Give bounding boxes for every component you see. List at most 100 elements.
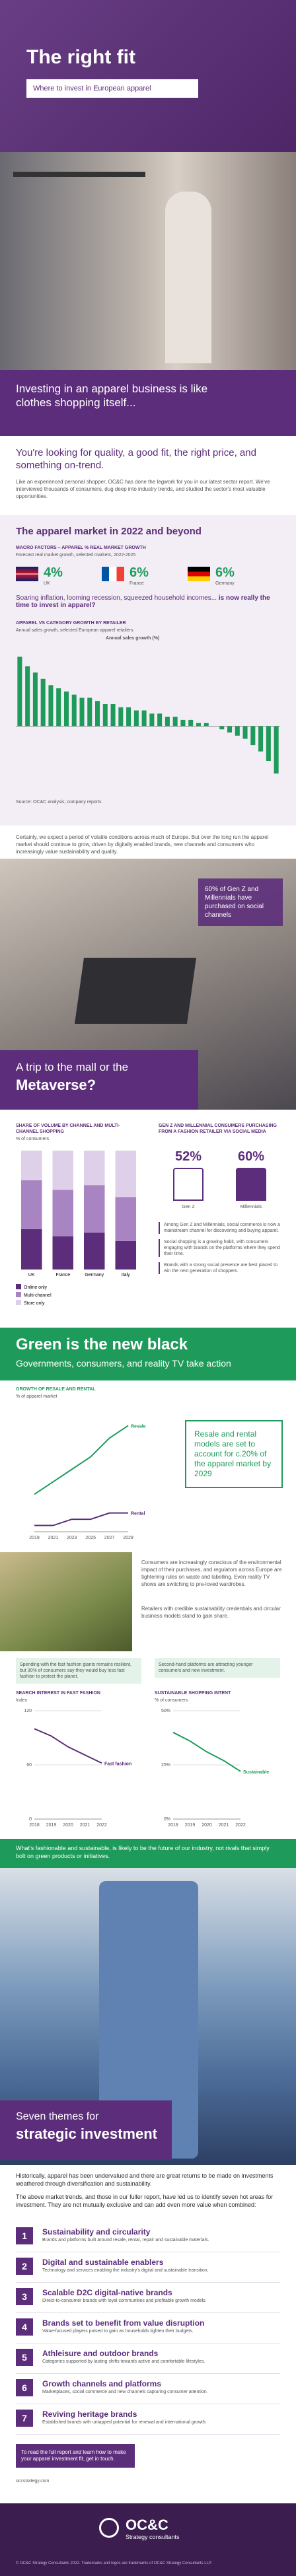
y-tick-label: 120 (24, 1709, 32, 1713)
x-label: 2018 (29, 1823, 40, 1828)
y-tick-label: 60 (26, 1763, 32, 1768)
bar (157, 713, 163, 727)
subtitle: Where to invest in European apparel (26, 79, 198, 98)
theme-number: 1 (16, 2227, 33, 2244)
question: Soaring inflation, looming recession, sq… (16, 594, 280, 609)
title: The right fit (26, 46, 135, 68)
chart-a: 0 60 120 2018 2019 2020 2021 2022 Fast fashion (24, 1709, 131, 1828)
channel-title: SHARE OF VOLUME BY CHANNEL AND MULTI-CHA… (16, 1124, 120, 1134)
chart-legend: Annual sales growth (%) (106, 636, 160, 641)
chart-b-title: SUSTAINABLE SHOPPING INTENT (155, 1691, 231, 1696)
legend-swatch (16, 1292, 21, 1297)
series-label: Fast fashion (104, 1762, 131, 1766)
pattern (0, 0, 296, 152)
bar (196, 723, 201, 727)
green-band: Green is the new black Governments, cons… (0, 1328, 296, 1380)
bar (149, 713, 155, 727)
theme-number: 4 (16, 2318, 33, 2336)
bar (258, 726, 264, 752)
legend-label: Store only (24, 1301, 45, 1306)
photo-plant (0, 1552, 132, 1651)
bar (79, 698, 85, 727)
bar-segment (52, 1190, 73, 1236)
series-label: Rental (131, 1512, 145, 1517)
theme: 2 Digital and sustainable enablers Technol… (16, 2254, 280, 2283)
themes-list: 1 Sustainability and circularity Brands an… (0, 2223, 296, 2435)
bar (110, 704, 116, 727)
resale-chart: 2019 2021 2023 2025 2027 2029 Resale Rental (29, 1424, 145, 1540)
channel-chart: UK France Germany Italy Online only Multi-cha… (16, 1151, 136, 1306)
x-label: 2021 (80, 1823, 91, 1828)
laptop (74, 958, 197, 1024)
theme: 3 Scalable D2C digital-native brands Direc… (16, 2284, 280, 2313)
bar-segment (21, 1229, 42, 1270)
bar (242, 726, 248, 739)
theme-number: 2 (16, 2258, 33, 2275)
question-a: Soaring inflation, looming recession, sq… (16, 594, 217, 602)
note: Among Gen Z and Millennials, social comm… (159, 1222, 280, 1234)
bar (219, 726, 225, 730)
macro-label: MACRO FACTORS – APPAREL % REAL MARKET GR… (16, 546, 146, 550)
legend-label: Multi-channel (24, 1293, 52, 1298)
intro-body: Like an experienced personal shopper, OC… (16, 479, 270, 499)
themes-title-b: strategic investment (16, 2126, 157, 2142)
market-body: Certainly, we expect a period of volatil… (16, 834, 269, 855)
flag (188, 567, 210, 581)
x-label: 2019 (46, 1823, 57, 1828)
theme-text: Marketplaces, social commerce and new ch… (42, 2390, 208, 2394)
line (34, 1512, 128, 1526)
metaverse-band: A trip to the mall or the Metaverse? (0, 1050, 198, 1110)
green-note-c: Second-hand platforms are attracting you… (155, 1658, 280, 1678)
x-label: 2020 (63, 1823, 73, 1828)
callout: 60% of Gen Z and Millennials have purcha… (198, 878, 283, 926)
themes-band: Seven themes for strategic investment (0, 2100, 172, 2160)
bar (188, 719, 194, 727)
tshirt (173, 1168, 204, 1201)
logo-mark (99, 2518, 119, 2538)
x-label: 2021 (219, 1823, 229, 1828)
x-label: UK (28, 1273, 35, 1277)
legal: © OC&C Strategy Consultants 2022. Tradem… (16, 2561, 212, 2565)
rail (13, 172, 145, 177)
legend-label: Online only (24, 1285, 48, 1290)
bar (141, 710, 147, 727)
country: 6% Germany (188, 563, 267, 587)
legend-swatch (16, 1284, 21, 1289)
bar (87, 698, 92, 727)
x-label: Germany (85, 1273, 104, 1277)
chart-b: 0% 25% 50% 2018 2019 2020 2021 2022 Sustainable (161, 1709, 269, 1828)
x-label: 2018 (168, 1823, 178, 1828)
chart-subtitle: Annual sales growth, selected European a… (16, 628, 133, 633)
x-label: 2022 (235, 1823, 246, 1828)
bar-segment (84, 1151, 105, 1186)
bar (204, 723, 209, 727)
source: Source: OC&C analysis; company reports (16, 800, 102, 805)
theme-title: Athleisure and outdoor brands (42, 2349, 159, 2358)
country: 4% UK (16, 563, 95, 587)
themes-para-b: The above market trends, and those in ou… (16, 2194, 274, 2208)
green-note-a: Retailers with credible sustainability c… (141, 1606, 281, 1619)
tshirt-label: Millennials (240, 1205, 262, 1209)
bar (95, 701, 100, 727)
bar-segment (84, 1233, 105, 1270)
closing: To read the full report and learn how to… (16, 2444, 135, 2468)
bar (48, 685, 54, 727)
theme: 7 Reviving heritage brands Established bra… (16, 2406, 280, 2435)
line (34, 1425, 129, 1495)
line (34, 1728, 102, 1764)
bar (250, 726, 256, 746)
bar-segment (21, 1180, 42, 1229)
bar (102, 704, 108, 727)
tagline: Strategy consultants (126, 2534, 180, 2540)
theme: 6 Growth channels and platforms Marketplac… (16, 2375, 280, 2404)
header: The right fit Where to invest in Europea… (0, 0, 296, 152)
bar (235, 726, 240, 736)
bar (172, 717, 178, 727)
y-tick-label: 25% (161, 1763, 170, 1768)
photo-shop (0, 152, 296, 390)
footer: OC&C Strategy consultants © OC&C Strateg… (0, 2503, 296, 2576)
theme-number: 3 (16, 2288, 33, 2305)
bar (133, 710, 139, 727)
flag (16, 567, 38, 581)
bar (126, 707, 131, 727)
